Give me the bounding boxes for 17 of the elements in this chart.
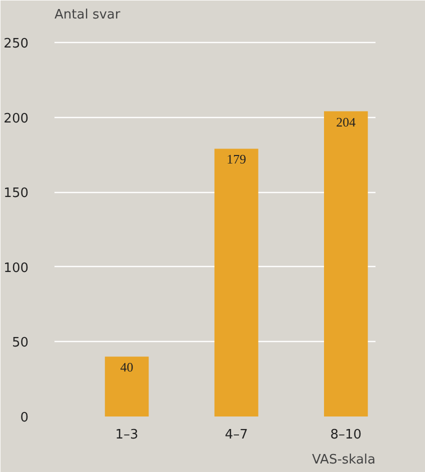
y-tick-label: 0 (20, 410, 29, 426)
bar (104, 356, 149, 416)
data-label: 40 (120, 360, 134, 375)
data-label: 204 (336, 114, 356, 130)
x-tick-label: 8–10 (330, 428, 362, 442)
bar (324, 111, 368, 416)
y-tick-label: 250 (4, 36, 29, 52)
y-axis-title: Antal svar (54, 8, 121, 22)
y-tick-label: 150 (4, 186, 29, 202)
y-tick-label: 50 (12, 336, 29, 351)
data-label: 179 (226, 152, 246, 167)
x-tick-label: 1–3 (115, 428, 138, 442)
y-tick-label: 100 (4, 260, 29, 276)
x-tick-label: 4–7 (224, 428, 248, 442)
x-axis-title: VAS-skala (312, 452, 376, 468)
bar (214, 148, 258, 416)
y-tick-label: 200 (4, 111, 29, 126)
